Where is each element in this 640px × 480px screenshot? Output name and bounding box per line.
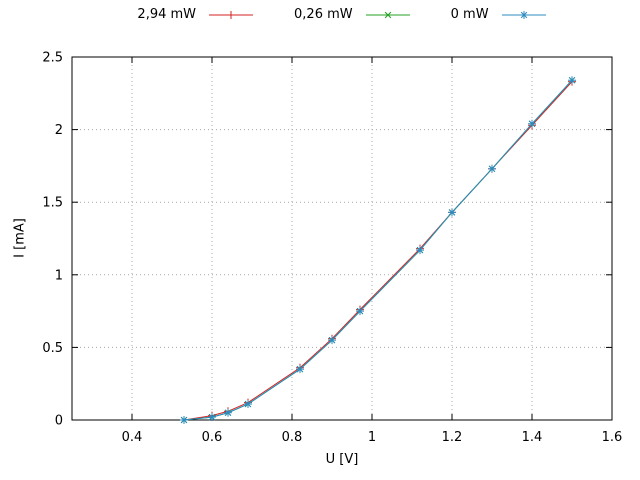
- data-point-marker: [328, 336, 336, 344]
- series-line-0: [183, 81, 573, 421]
- legend-line-sample: [501, 10, 546, 19]
- legend: 2,94 mW 0,26 mW 0 mW: [72, 7, 612, 22]
- data-point-marker: [448, 209, 456, 216]
- plot-border: [71, 56, 613, 421]
- y-tick-label: 1.5: [42, 196, 63, 211]
- data-point-marker: [244, 400, 252, 408]
- data-point-marker: [528, 120, 536, 128]
- y-tick-label: 2: [55, 123, 63, 138]
- series-line-2: [183, 79, 573, 421]
- x-axis-label: U [V]: [325, 452, 359, 467]
- y-tick-label: 0.5: [42, 341, 63, 356]
- x-tick-label: 0.4: [122, 430, 143, 445]
- data-point-marker: [488, 165, 496, 173]
- data-point-marker: [224, 409, 232, 416]
- x-tick-label: 1.6: [602, 430, 623, 445]
- legend-label: 0,26 mW: [294, 7, 353, 22]
- x-tick-label: 1.4: [522, 430, 543, 445]
- y-tick-label: 1: [55, 268, 63, 283]
- data-point-marker: [356, 307, 364, 315]
- series-line-1: [183, 79, 573, 421]
- y-tick-label: 2.5: [42, 51, 63, 66]
- data-point-marker: [296, 365, 304, 373]
- legend-label: 0 mW: [450, 7, 489, 22]
- data-point-marker: [208, 413, 216, 421]
- x-tick-label: 1.2: [442, 430, 463, 445]
- data-point-marker: [384, 11, 391, 18]
- y-tick-label: 0: [55, 414, 63, 429]
- legend-label: 2,94 mW: [137, 7, 197, 22]
- x-tick-label: 0.8: [282, 430, 303, 445]
- data-point-marker: [520, 11, 527, 18]
- x-tick-label: 0.6: [202, 430, 223, 445]
- x-tick-label: 1: [368, 430, 376, 445]
- legend-line-sample: [365, 11, 410, 18]
- data-point-marker: [416, 246, 424, 254]
- data-point-marker: [568, 76, 576, 84]
- legend-item-026mw: 0,26 mW: [294, 7, 411, 22]
- legend-item-294mw: 2,94 mW: [137, 7, 254, 22]
- y-axis-label: I [mA]: [12, 218, 28, 258]
- data-point-marker: [180, 416, 188, 424]
- legend-item-0mw: 0 mW: [451, 7, 547, 22]
- legend-line-sample: [209, 10, 254, 19]
